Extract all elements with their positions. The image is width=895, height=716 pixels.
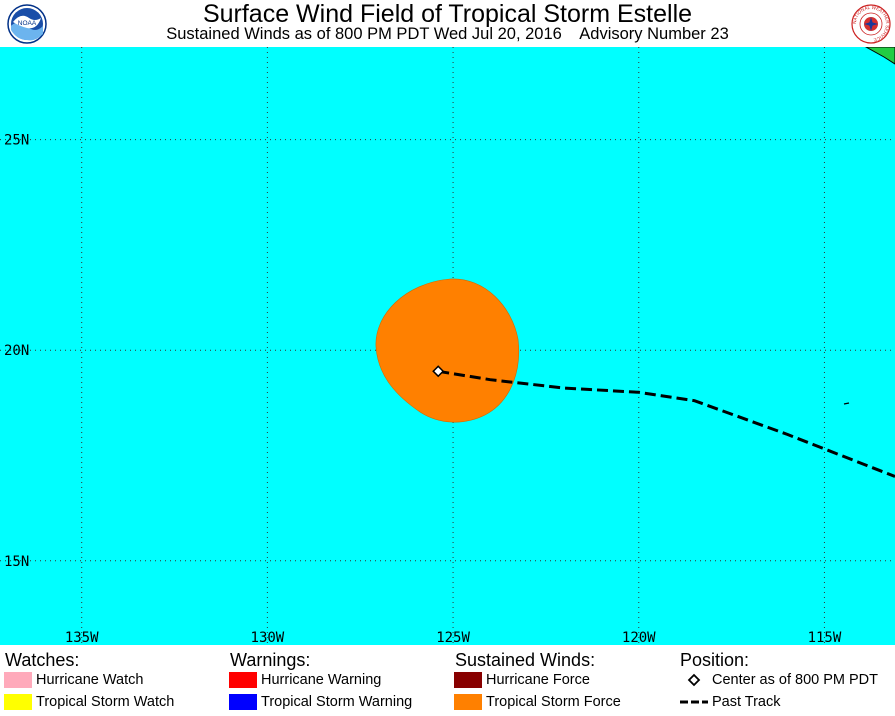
- lat-label: 25N: [4, 133, 29, 149]
- lon-label: 125W: [436, 630, 470, 645]
- center-diamond-icon: [687, 673, 701, 687]
- lon-label: 120W: [622, 630, 656, 645]
- legend-winds-heading: Sustained Winds:: [455, 650, 596, 670]
- lon-label: 130W: [251, 630, 285, 645]
- lat-lon-gridlines: [0, 47, 895, 645]
- hurricane-watch-swatch: [4, 672, 32, 688]
- tropical-storm-watch-label: Tropical Storm Watch: [36, 694, 175, 710]
- lon-label: 115W: [808, 630, 842, 645]
- hurricane-warning-swatch: [229, 672, 257, 688]
- noaa-logo: NOAA: [7, 4, 47, 44]
- legend-warnings-heading: Warnings:: [230, 650, 311, 670]
- center-label: Center as of 800 PM PDT: [712, 672, 879, 688]
- tropical-storm-watch-swatch: [4, 694, 32, 710]
- noaa-logo-text: NOAA: [18, 20, 37, 27]
- lat-label: 20N: [4, 343, 29, 359]
- legend-watches-heading: Watches:: [5, 650, 80, 670]
- past-track-line: [437, 369, 895, 478]
- map-title: Surface Wind Field of Tropical Storm Est…: [202, 0, 693, 28]
- legend-position-heading: Position:: [680, 650, 750, 670]
- land-baja-california: [864, 47, 895, 65]
- map-subtitle: Sustained Winds as of 800 PM PDT Wed Jul…: [166, 25, 729, 43]
- tropical-storm-warning-label: Tropical Storm Warning: [261, 694, 413, 710]
- storm-center-marker: [432, 365, 445, 378]
- nws-logo: NATIONAL WEATHER SERVICE: [851, 4, 891, 44]
- legend: Watches: Hurricane Watch Tropical Storm …: [0, 645, 895, 716]
- hurricane-watch-label: Hurricane Watch: [36, 672, 144, 688]
- tropical-storm-force-wind-field: [375, 278, 520, 423]
- hurricane-force-swatch: [454, 672, 482, 688]
- hurricane-force-label: Hurricane Force: [486, 672, 590, 688]
- tropical-storm-force-swatch: [454, 694, 482, 710]
- tropical-storm-force-label: Tropical Storm Force: [486, 694, 621, 710]
- past-track-dash-icon: [680, 700, 708, 704]
- lat-label: 15N: [4, 554, 29, 570]
- island: [843, 402, 850, 405]
- wind-field-map: 135W 130W 125W 120W 115W 25N 20N 15N: [0, 47, 895, 645]
- past-track-label: Past Track: [712, 694, 781, 710]
- tropical-storm-warning-swatch: [229, 694, 257, 710]
- header: NOAA Surface Wind Field of Tropical Stor…: [0, 0, 895, 47]
- grid-labels: 135W 130W 125W 120W 115W 25N 20N 15N: [4, 133, 842, 645]
- hurricane-warning-label: Hurricane Warning: [261, 672, 382, 688]
- lon-label: 135W: [65, 630, 99, 645]
